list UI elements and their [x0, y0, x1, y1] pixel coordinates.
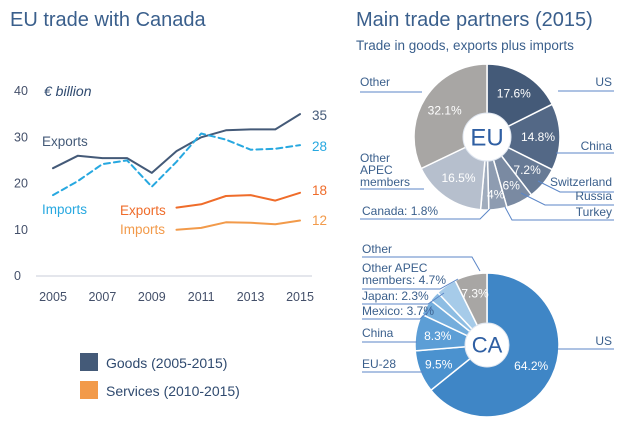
- y-tick-label: 30: [14, 130, 28, 144]
- series-line-goods-imports: [52, 132, 301, 197]
- eu-pie-labels: 17.6% 14.8% 7.2%6%4% 16.5% 32.1% EU US China Swi…: [360, 75, 614, 221]
- x-tick-labels: 2005 2007 2009 2011 2013 2015: [39, 290, 314, 304]
- left-title: EU trade with Canada: [10, 9, 207, 31]
- series-label-services-exports: Exports: [120, 203, 166, 218]
- y-tick-label: 10: [14, 223, 28, 237]
- pie-category-label-other-apec-members-4-7: members: 4.7%: [362, 273, 446, 287]
- pie-category-label-japan-2-3: Japan: 2.3%: [362, 289, 429, 303]
- pie-category-label-mexico-3-7: Mexico: 3.7%: [362, 304, 434, 318]
- pie-category-label-china: China: [581, 139, 613, 153]
- y-tick-labels: 0 10 20 30 40: [14, 84, 28, 283]
- x-tick-label: 2013: [237, 290, 265, 304]
- pie-leader-line: [362, 307, 433, 320]
- right-subtitle: Trade in goods, exports plus imports: [356, 38, 574, 53]
- pie-category-label-other-apec-members: members: [360, 175, 410, 189]
- pie-category-label-switzerland: Switzerland: [550, 175, 612, 189]
- pie-category-label-other-apec-members-4-7: Other APEC: [362, 261, 428, 275]
- x-tick-label: 2007: [88, 290, 116, 304]
- pie-value-label: 7.3%: [461, 286, 489, 300]
- y-tick-label: 40: [14, 84, 28, 98]
- pie-value-label: 9.5%: [425, 357, 453, 371]
- x-tick-label: 2005: [39, 290, 67, 304]
- x-tick-label: 2009: [138, 290, 166, 304]
- y-tick-label: 20: [14, 177, 28, 191]
- x-tick-label: 2011: [188, 290, 215, 304]
- pie-center-hole: [462, 112, 512, 162]
- pie-category-label-other-apec-members: Other: [360, 151, 390, 165]
- series-end-value-services-exports: 18: [312, 183, 327, 198]
- pie-value-label: 64.2%: [514, 359, 548, 373]
- series-line-services-imports: [175, 219, 301, 231]
- pie-slice-other-apec-members: [420, 135, 488, 211]
- pie-value-label: 16.5%: [441, 171, 475, 185]
- pie-category-label-china: China: [362, 326, 394, 340]
- right-title: Main trade partners (2015): [356, 9, 593, 31]
- line-chart: € billion 0 10 20 30 40 2005 2007 2009 2011 2013…: [14, 83, 327, 304]
- legend-goods-swatch: [80, 353, 98, 371]
- pie-category-label-other-apec-members: APEC: [360, 163, 393, 177]
- series-label-goods-imports: Imports: [42, 202, 87, 217]
- pie-leader-line: [362, 256, 481, 272]
- pie-center-label: CA: [472, 333, 503, 358]
- pie-leader-line: [504, 206, 614, 221]
- unit-label: € billion: [44, 83, 92, 99]
- series-end-value-goods-imports: 28: [312, 139, 327, 154]
- pie-leader-line: [520, 192, 614, 206]
- y-tick-label: 0: [14, 269, 21, 283]
- pie-category-label-eu-28: EU-28: [362, 357, 396, 371]
- pie-category-label-us: US: [595, 334, 612, 348]
- line-labels-group: Exports 35 Imports 28 Exports 18 Imports 12: [42, 108, 327, 237]
- x-tick-label: 2015: [286, 290, 314, 304]
- pie-category-label-canada-1-8: Canada: 1.8%: [362, 204, 438, 218]
- pie-center-label: EU: [470, 124, 503, 151]
- series-label-services-imports: Imports: [120, 222, 165, 237]
- legend-services-label: Services (2010-2015): [106, 383, 240, 399]
- pie-value-label: 4%: [487, 187, 505, 201]
- canada-partners-pie: [414, 272, 560, 418]
- series-line-goods-exports: [52, 113, 301, 174]
- pie-value-label: 14.8%: [521, 130, 555, 144]
- pie-category-label-other: Other: [362, 242, 392, 256]
- pie-category-label-russia: Russia: [575, 189, 612, 203]
- pie-category-label-turkey: Turkey: [576, 205, 612, 219]
- canada-pie-labels: 64.2% 9.5% 8.3% 7.3% CA US EU-28 China Mexico: 3…: [362, 242, 614, 373]
- legend: Goods (2005-2015) Services (2010-2015): [80, 353, 240, 399]
- series-label-goods-exports: Exports: [42, 134, 88, 149]
- pie-leader-line: [537, 180, 614, 193]
- line-series-group: [52, 113, 301, 231]
- pie-category-label-us: US: [595, 75, 612, 89]
- series-end-value-goods-exports: 35: [312, 108, 327, 123]
- pie-value-label: 6%: [503, 178, 521, 192]
- series-end-value-services-imports: 12: [312, 213, 327, 228]
- legend-services-swatch: [80, 381, 98, 399]
- pie-value-label: 17.6%: [497, 87, 531, 101]
- pie-category-label-other: Other: [360, 75, 390, 89]
- pie-center-hole: [464, 322, 510, 368]
- pie-value-label: 8.3%: [424, 329, 452, 343]
- pie-slice-china: [485, 103, 561, 171]
- pie-leader-line: [362, 278, 459, 290]
- pie-leader-line: [362, 292, 445, 305]
- legend-goods-label: Goods (2005-2015): [106, 355, 227, 371]
- pie-value-label: 32.1%: [428, 103, 462, 117]
- pie-value-label: 7.2%: [513, 163, 541, 177]
- pie-leader-line: [360, 208, 491, 220]
- series-line-services-exports: [175, 191, 301, 209]
